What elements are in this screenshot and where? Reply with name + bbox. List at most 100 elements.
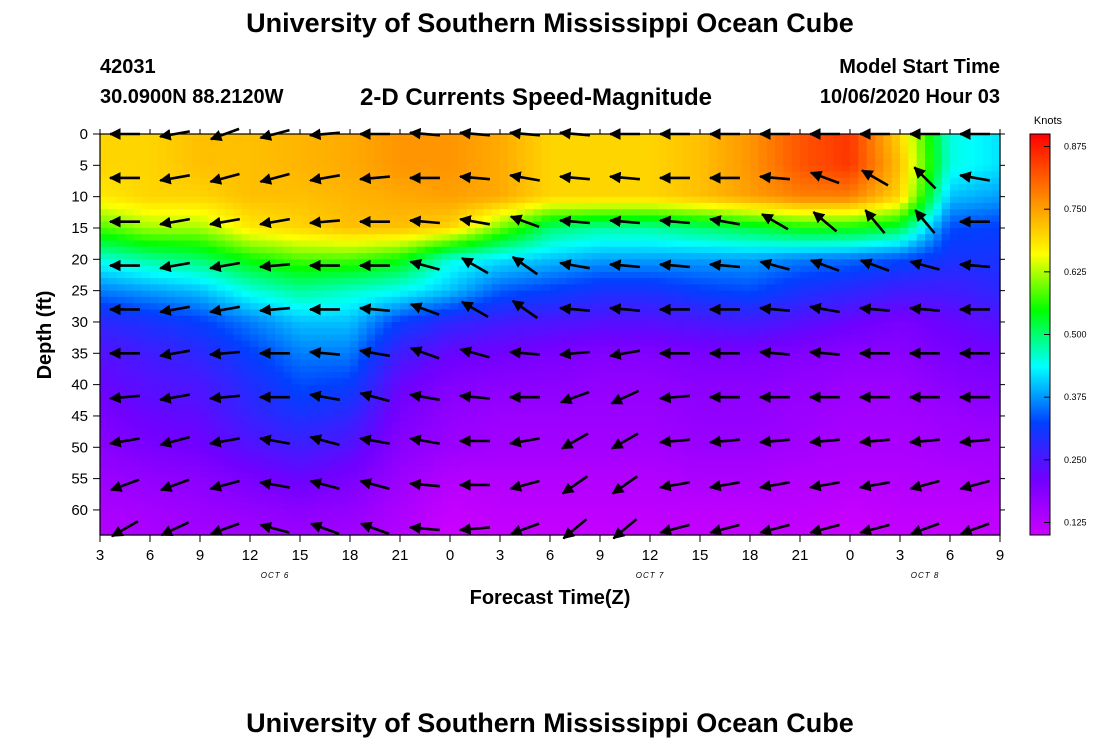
heatmap-cell <box>600 171 609 179</box>
heatmap-cell <box>125 152 134 160</box>
heatmap-cell <box>516 278 526 285</box>
heatmap-cell <box>891 227 901 235</box>
heatmap-cell <box>700 253 709 260</box>
heatmap-cell <box>933 253 943 260</box>
heatmap-cell <box>858 146 868 154</box>
heatmap-cell <box>191 353 201 361</box>
heatmap-cell <box>358 253 368 260</box>
heatmap-cell <box>375 365 384 373</box>
heatmap-cell <box>758 315 768 323</box>
heatmap-cell <box>833 303 843 311</box>
heatmap-cell <box>750 171 759 179</box>
heatmap-cell <box>133 359 143 367</box>
heatmap-cell <box>416 177 426 185</box>
heatmap-cell <box>333 215 343 223</box>
heatmap-cell <box>700 409 709 417</box>
heatmap-cell <box>958 146 968 154</box>
heatmap-cell <box>433 171 443 179</box>
heatmap-cell <box>983 171 993 179</box>
heatmap-cell <box>850 271 859 279</box>
heatmap-cell <box>141 271 151 279</box>
heatmap-cell <box>641 146 651 154</box>
heatmap-cell <box>358 271 368 279</box>
heatmap-cell <box>333 378 343 386</box>
heatmap-cell <box>508 165 518 173</box>
heatmap-cell <box>316 246 326 254</box>
heatmap-cell <box>250 159 259 166</box>
heatmap-cell <box>933 321 943 329</box>
heatmap-cell <box>941 196 951 204</box>
heatmap-cell <box>816 134 826 141</box>
heatmap-cell <box>433 146 443 154</box>
heatmap-cell <box>400 340 409 348</box>
heatmap-cell <box>983 353 993 361</box>
heatmap-cell <box>958 140 968 148</box>
heatmap-cell <box>208 284 218 292</box>
heatmap-cell <box>291 284 301 292</box>
heatmap-cell <box>500 259 509 267</box>
heatmap-cell <box>458 403 468 411</box>
heatmap-cell <box>366 209 376 217</box>
heatmap-cell <box>908 221 918 229</box>
heatmap-cell <box>750 177 759 185</box>
heatmap-cell <box>866 177 876 185</box>
heatmap-cell <box>441 328 451 336</box>
heatmap-cell <box>508 309 518 317</box>
heatmap-cell <box>758 227 768 235</box>
heatmap-cell <box>308 227 318 235</box>
heatmap-cell <box>991 384 1001 392</box>
heatmap-cell <box>683 278 693 285</box>
heatmap-cell <box>841 240 851 248</box>
heatmap-cell <box>266 290 276 298</box>
heatmap-cell <box>683 227 693 235</box>
heatmap-cell <box>433 196 443 204</box>
heatmap-cell <box>441 290 451 298</box>
heatmap-cell <box>758 278 768 285</box>
heatmap-cell <box>441 146 451 154</box>
heatmap-cell <box>458 146 468 154</box>
heatmap-cell <box>575 134 584 141</box>
heatmap-cell <box>508 271 518 279</box>
heatmap-cell <box>241 190 251 198</box>
heatmap-cell <box>341 177 351 185</box>
heatmap-cell <box>350 284 359 292</box>
heatmap-cell <box>825 227 834 235</box>
heatmap-cell <box>591 152 601 160</box>
heatmap-cell <box>691 271 701 279</box>
heatmap-cell <box>650 271 659 279</box>
heatmap-cell <box>600 265 609 273</box>
heatmap-cell <box>541 159 551 166</box>
heatmap-cell <box>441 165 451 173</box>
heatmap-cell <box>600 340 609 348</box>
heatmap-cell <box>983 184 993 191</box>
heatmap-cell <box>391 303 401 311</box>
heatmap-cell <box>691 390 701 398</box>
heatmap-cell <box>750 278 759 285</box>
heatmap-cell <box>858 296 868 304</box>
heatmap-cell <box>250 209 259 217</box>
heatmap-cell <box>625 359 634 367</box>
heatmap-cell <box>841 365 851 373</box>
heatmap-cell <box>808 177 818 185</box>
heatmap-cell <box>983 328 993 336</box>
heatmap-cell <box>116 340 126 348</box>
heatmap-cell <box>625 284 634 292</box>
heatmap-cell <box>341 390 351 398</box>
heatmap-cell <box>225 365 234 373</box>
heatmap-cell <box>658 165 668 173</box>
heatmap-cell <box>258 246 268 254</box>
heatmap-cell <box>825 390 834 398</box>
heatmap-cell <box>666 190 676 198</box>
heatmap-cell <box>516 409 526 417</box>
heatmap-cell <box>966 397 976 405</box>
heatmap-cell <box>533 271 543 279</box>
heatmap-cell <box>983 384 993 392</box>
heatmap-cell <box>125 384 134 392</box>
heatmap-cell <box>116 215 126 223</box>
heatmap-cell <box>350 171 359 179</box>
heatmap-cell <box>600 177 609 185</box>
heatmap-cell <box>950 140 959 148</box>
heatmap-cell <box>391 271 401 279</box>
heatmap-cell <box>291 265 301 273</box>
heatmap-cell <box>916 365 926 373</box>
